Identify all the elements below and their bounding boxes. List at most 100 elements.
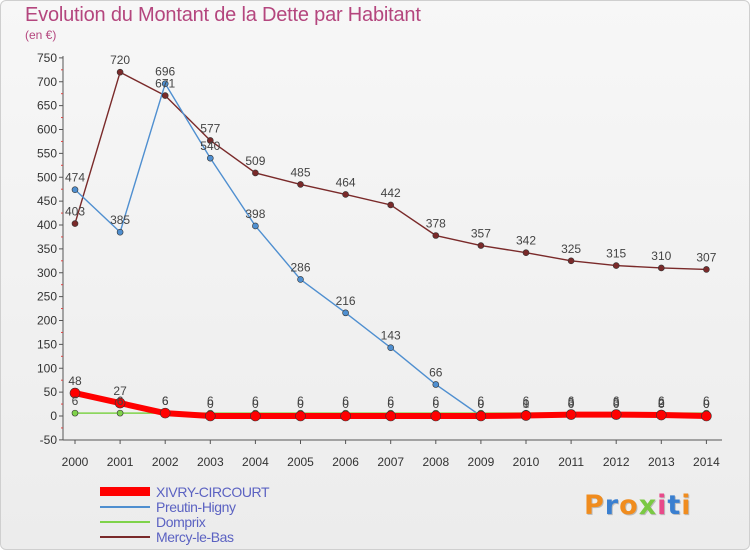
y-tick-label: 550 <box>37 146 57 160</box>
x-tick-label: 2001 <box>107 455 134 469</box>
data-point-preutin-higny <box>297 276 304 283</box>
data-point-domprix <box>71 409 79 417</box>
legend-item-mercy-le-bas[interactable]: Mercy-le-Bas <box>100 529 320 545</box>
y-tick-label: 0 <box>50 409 57 423</box>
data-label-domprix: 6 <box>613 394 620 408</box>
data-point-xivry-circourt <box>655 409 667 421</box>
data-point-preutin-higny <box>71 186 79 193</box>
data-point-domprix <box>116 409 124 417</box>
y-tick-label: 750 <box>37 51 57 65</box>
data-label-preutin-higny: 66 <box>429 365 443 379</box>
data-point-mercy-le-bas <box>657 264 665 272</box>
y-tick-label: 650 <box>37 99 57 113</box>
data-label-preutin-higny: 696 <box>155 65 175 79</box>
data-label-domprix: 6 <box>162 394 169 408</box>
data-label-preutin-higny: 398 <box>245 207 265 221</box>
data-point-xivry-circourt <box>475 410 487 422</box>
data-label-xivry-circourt: 3 <box>568 396 575 410</box>
data-point-xivry-circourt <box>385 410 397 422</box>
data-label-mercy-le-bas: 357 <box>471 227 491 241</box>
data-point-xivry-circourt <box>295 410 306 422</box>
chart-subtitle: (en €) <box>25 28 57 42</box>
data-point-xivry-circourt <box>701 410 712 422</box>
data-label-xivry-circourt: 0 <box>478 397 485 411</box>
data-label-domprix: 6 <box>703 394 710 408</box>
y-tick-label: 450 <box>37 194 57 208</box>
legend-swatch <box>100 506 150 508</box>
data-label-mercy-le-bas: 342 <box>516 234 536 248</box>
x-tick-label: 2003 <box>197 455 224 469</box>
y-tick-label: 700 <box>37 75 57 89</box>
x-tick-label: 2014 <box>693 455 720 469</box>
x-tick-label: 2013 <box>648 455 675 469</box>
data-label-domprix: 6 <box>658 394 665 408</box>
logo-letter: t <box>667 490 682 521</box>
data-label-preutin-higny: 0 <box>568 397 575 411</box>
data-label-domprix: 6 <box>387 394 394 408</box>
legend-swatch <box>100 487 150 496</box>
data-label-domprix: 6 <box>478 394 485 408</box>
data-label-mercy-le-bas: 671 <box>155 77 175 91</box>
proxiti-logo: Proxiti <box>584 490 692 521</box>
data-label-preutin-higny: 143 <box>381 329 401 343</box>
logo-letter: o <box>619 490 639 521</box>
legend-label: Preutin-Higny <box>156 499 236 515</box>
data-label-mercy-le-bas: 315 <box>606 247 626 261</box>
data-point-xivry-circourt <box>250 410 261 422</box>
data-label-xivry-circourt: 27 <box>113 384 127 398</box>
logo-letter: i <box>657 490 668 521</box>
data-label-domprix: 6 <box>117 394 124 408</box>
data-label-domprix: 6 <box>432 394 439 408</box>
data-label-mercy-le-bas: 464 <box>336 175 356 189</box>
data-point-preutin-higny <box>207 154 214 162</box>
legend-item-preutin-higny[interactable]: Preutin-Higny <box>100 499 320 515</box>
data-point-mercy-le-bas <box>71 220 79 227</box>
x-tick-label: 2007 <box>377 455 404 469</box>
y-tick-label: 200 <box>37 314 57 328</box>
y-tick-label: 500 <box>37 170 57 184</box>
data-point-mercy-le-bas <box>703 266 710 273</box>
data-label-mercy-le-bas: 577 <box>200 121 220 135</box>
y-tick-label: 250 <box>37 290 57 304</box>
data-label-xivry-circourt: 0 <box>703 397 710 411</box>
data-label-preutin-higny: 540 <box>200 139 220 153</box>
y-tick-label: 300 <box>37 266 57 280</box>
data-point-preutin-higny <box>252 222 259 230</box>
y-tick-label: -50 <box>40 433 58 447</box>
data-label-xivry-circourt: 1 <box>523 397 530 411</box>
data-point-mercy-le-bas <box>342 191 349 198</box>
data-label-mercy-le-bas: 485 <box>290 165 310 179</box>
legend-item-domprix[interactable]: Domprix <box>100 514 320 530</box>
y-tick-label: 400 <box>37 218 57 232</box>
logo-letter: i <box>681 490 692 521</box>
data-point-mercy-le-bas <box>297 181 304 188</box>
data-label-domprix: 6 <box>252 394 259 408</box>
data-label-domprix: 6 <box>568 394 575 408</box>
data-label-xivry-circourt: 0 <box>432 397 439 411</box>
data-label-mercy-le-bas: 509 <box>245 154 265 168</box>
legend-item-xivry-circourt[interactable]: XIVRY-CIRCOURT <box>100 484 320 500</box>
x-tick-label: 2011 <box>558 455 584 469</box>
data-label-domprix: 6 <box>207 394 214 408</box>
data-label-preutin-higny: 0 <box>478 397 485 411</box>
data-label-preutin-higny: 385 <box>110 213 130 227</box>
data-label-preutin-higny: 0 <box>613 397 620 411</box>
y-tick-label: 600 <box>37 123 57 137</box>
data-label-preutin-higny: 286 <box>290 260 310 274</box>
data-point-preutin-higny <box>116 228 124 236</box>
data-point-xivry-circourt <box>565 409 577 420</box>
x-tick-label: 2000 <box>62 455 89 469</box>
data-label-mercy-le-bas: 378 <box>426 217 446 231</box>
legend-label: Mercy-le-Bas <box>156 529 234 545</box>
data-point-preutin-higny <box>432 381 440 388</box>
data-point-xivry-circourt <box>430 410 442 422</box>
data-label-preutin-higny: 216 <box>336 294 356 308</box>
y-tick-label: 350 <box>37 242 57 256</box>
data-label-xivry-circourt: 0 <box>207 397 214 411</box>
data-label-xivry-circourt: 0 <box>252 397 259 411</box>
data-point-mercy-le-bas <box>207 137 214 144</box>
data-point-mercy-le-bas <box>116 68 124 76</box>
y-tick-label: 150 <box>37 337 57 351</box>
